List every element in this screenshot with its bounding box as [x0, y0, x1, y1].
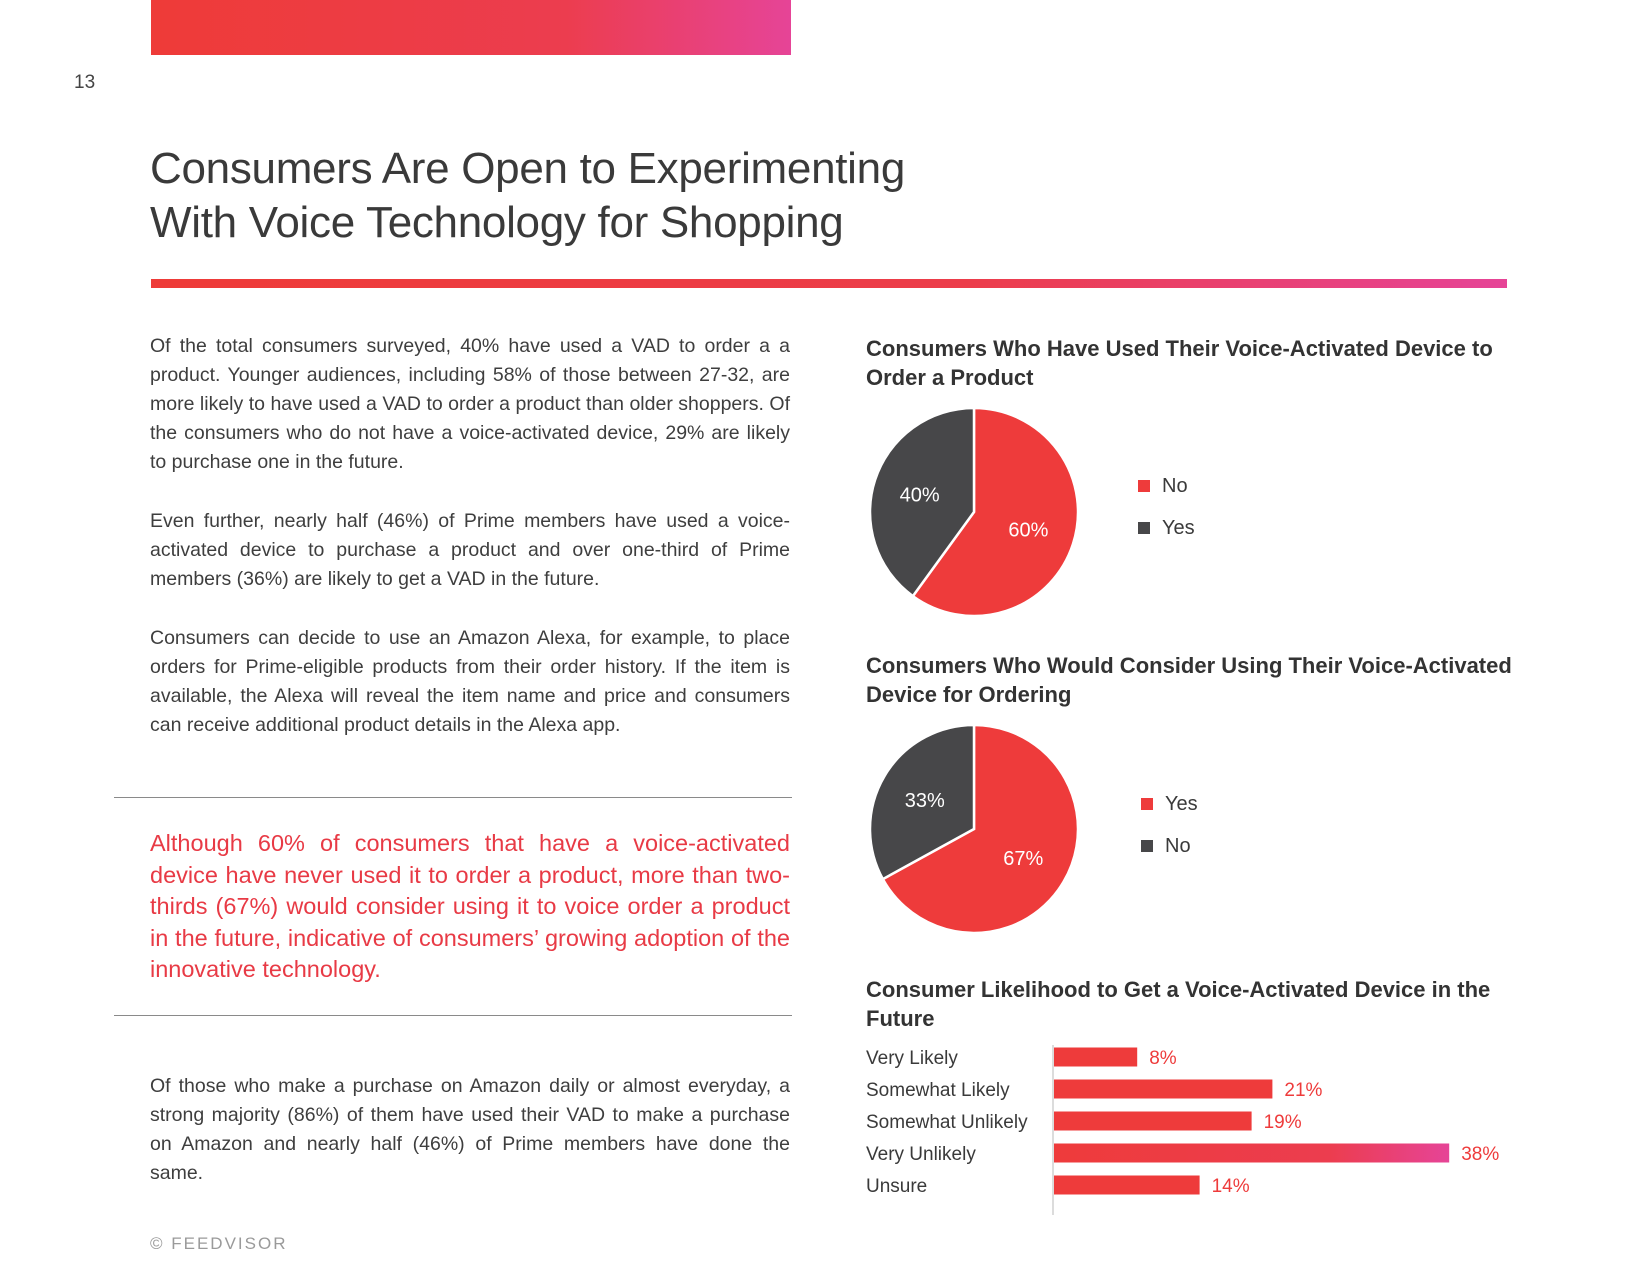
- pie-slice-yes: [881, 723, 1080, 935]
- bar-very-unlikely: [1054, 1143, 1450, 1163]
- callout-bottom-divider: [114, 1015, 792, 1016]
- bar-category-label: Very Unlikely: [866, 1144, 976, 1165]
- page-title-line-2: With Voice Technology for Shopping: [150, 198, 844, 247]
- chart-1-title: Consumers Who Have Used Their Voice-Acti…: [866, 336, 1493, 390]
- bar-very-likely: [1054, 1047, 1138, 1067]
- title-rule: [151, 279, 1507, 288]
- chart-2-pie: 67% 33%: [868, 723, 1080, 935]
- bar-category-label: Somewhat Likely: [866, 1080, 1010, 1101]
- legend-swatch-dark: [1141, 840, 1153, 852]
- pie-slice-yes: [868, 406, 976, 598]
- pie-slice-no: [911, 406, 1080, 618]
- pie-label-no: 60%: [1008, 520, 1048, 542]
- bar-category-label: Somewhat Unlikely: [866, 1112, 1028, 1133]
- legend-label: Yes: [1165, 792, 1198, 815]
- chart-1-legend: No Yes: [1138, 465, 1195, 549]
- chart-3-bar-chart: Very Likely 8% Somewhat Likely 21% Somewhat …: [866, 1045, 1499, 1215]
- callout-quote: Although 60% of consumers that have a vo…: [150, 830, 790, 982]
- bar-value-label: 14%: [1212, 1176, 1250, 1197]
- legend-label: Yes: [1162, 516, 1195, 539]
- legend-swatch-red: [1141, 798, 1153, 810]
- paragraph-4: Of those who make a purchase on Amazon d…: [150, 1075, 790, 1184]
- legend-item-no: No: [1138, 465, 1195, 507]
- page-title-line-1: Consumers Are Open to Experimenting: [150, 144, 905, 193]
- bar-value-label: 38%: [1461, 1144, 1499, 1165]
- pie-label-yes: 67%: [1003, 848, 1043, 870]
- legend-swatch-red: [1138, 480, 1150, 492]
- legend-item-no: No: [1141, 825, 1198, 867]
- chart-2-legend: Yes No: [1141, 783, 1198, 867]
- page-number: 13: [74, 72, 96, 93]
- bar-unsure: [1054, 1175, 1200, 1195]
- pie-label-no: 33%: [905, 790, 945, 812]
- paragraph-2: Even further, nearly half (46%) of Prime…: [150, 510, 790, 590]
- legend-item-yes: Yes: [1141, 783, 1198, 825]
- bar-somewhat-likely: [1054, 1079, 1273, 1099]
- page-title: Consumers Are Open to Experimenting With…: [150, 142, 1050, 250]
- footer-copyright: © FEEDVISOR: [150, 1234, 288, 1253]
- pie-slice-no: [868, 723, 976, 881]
- chart-3-title: Consumer Likelihood to Get a Voice-Activ…: [866, 977, 1491, 1031]
- bar-category-label: Unsure: [866, 1176, 927, 1197]
- bar-value-label: 8%: [1149, 1048, 1177, 1069]
- paragraph-3: Consumers can decide to use an Amazon Al…: [150, 627, 790, 736]
- pie-label-yes: 40%: [900, 484, 940, 506]
- chart-2-title: Consumers Who Would Consider Using Their…: [866, 653, 1512, 707]
- bar-category-label: Very Likely: [866, 1048, 958, 1069]
- legend-swatch-dark: [1138, 522, 1150, 534]
- top-accent-bar: [151, 0, 791, 55]
- legend-label: No: [1165, 834, 1191, 857]
- paragraph-1: Of the total consumers surveyed, 40% hav…: [150, 335, 790, 473]
- bar-value-label: 19%: [1264, 1112, 1302, 1133]
- legend-label: No: [1162, 474, 1188, 497]
- bar-somewhat-unlikely: [1054, 1111, 1252, 1131]
- bar-value-label: 21%: [1284, 1080, 1322, 1101]
- chart-1-pie: 60% 40%: [868, 406, 1080, 618]
- callout-top-divider: [114, 797, 792, 798]
- legend-item-yes: Yes: [1138, 507, 1195, 549]
